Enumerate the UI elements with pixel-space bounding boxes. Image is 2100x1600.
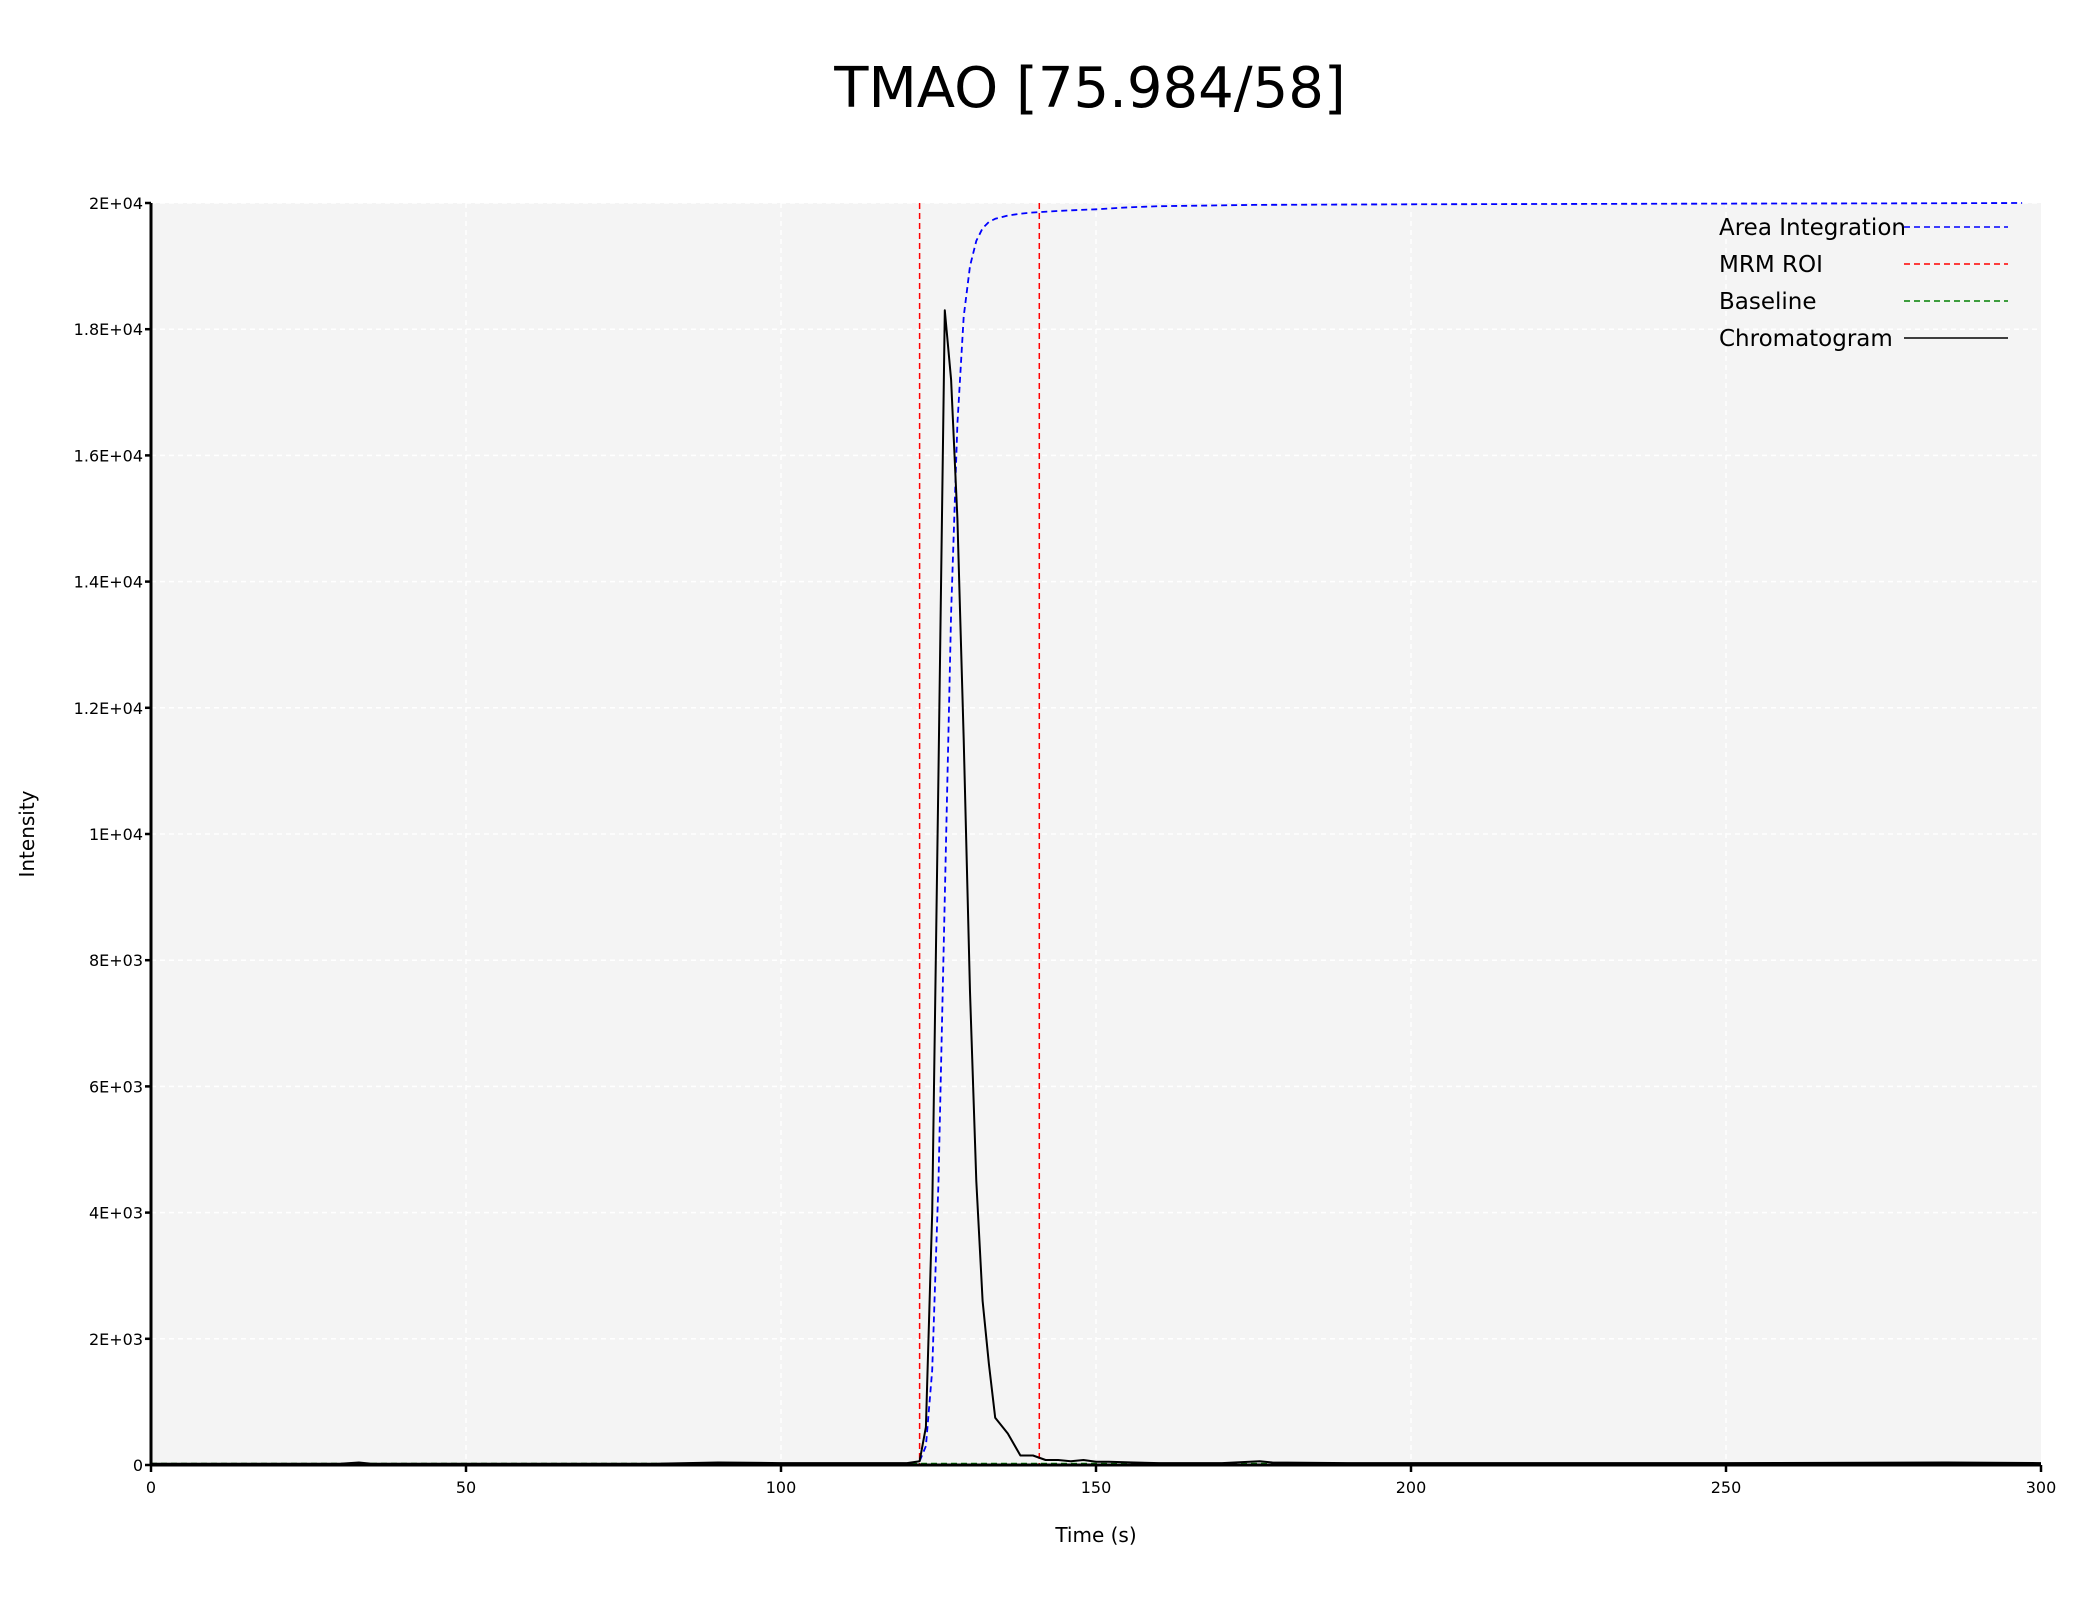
x-tick-label: 300: [2026, 1478, 2057, 1497]
y-tick-label: 0: [133, 1456, 143, 1475]
legend-label-chromatogram: Chromatogram: [1719, 326, 1893, 352]
y-tick-label: 4E+03: [89, 1204, 143, 1223]
y-tick-label: 6E+03: [89, 1077, 143, 1096]
x-axis-label: Time (s): [1054, 1523, 1136, 1547]
x-tick-label: 200: [1396, 1478, 1427, 1497]
grid-lines: [151, 202, 2041, 1465]
x-tick-label: 50: [456, 1478, 476, 1497]
chart-title: TMAO [75.984/58]: [834, 56, 1346, 121]
tick-marks: 0 50 100 150 200 250 300 0 2E+03 4E+03 6E+03 8E+03 1…: [74, 194, 2057, 1497]
x-tick-label: 0: [146, 1478, 156, 1497]
legend-label-mrm-roi: MRM ROI: [1719, 252, 1823, 278]
x-tick-label: 100: [766, 1478, 797, 1497]
y-tick-label: 1.4E+04: [74, 573, 143, 592]
y-tick-label: 2E+04: [89, 194, 143, 213]
legend-label-area-integration: Area Integration: [1719, 215, 1906, 241]
x-tick-label: 250: [1711, 1478, 1742, 1497]
area-integration-line: [151, 202, 2023, 1466]
y-tick-label: 1.6E+04: [74, 446, 143, 465]
x-tick-label: 150: [1081, 1478, 1112, 1497]
y-tick-label: 2E+03: [89, 1330, 143, 1349]
y-tick-label: 1.8E+04: [74, 320, 143, 339]
y-tick-label: 1.2E+04: [74, 699, 143, 718]
legend: Area Integration MRM ROI Baseline Chromatog…: [1719, 215, 2008, 352]
legend-label-baseline: Baseline: [1719, 289, 1817, 315]
y-tick-label: 1E+04: [89, 825, 143, 844]
y-tick-label: 8E+03: [89, 951, 143, 970]
y-axis-label: Intensity: [15, 790, 39, 877]
